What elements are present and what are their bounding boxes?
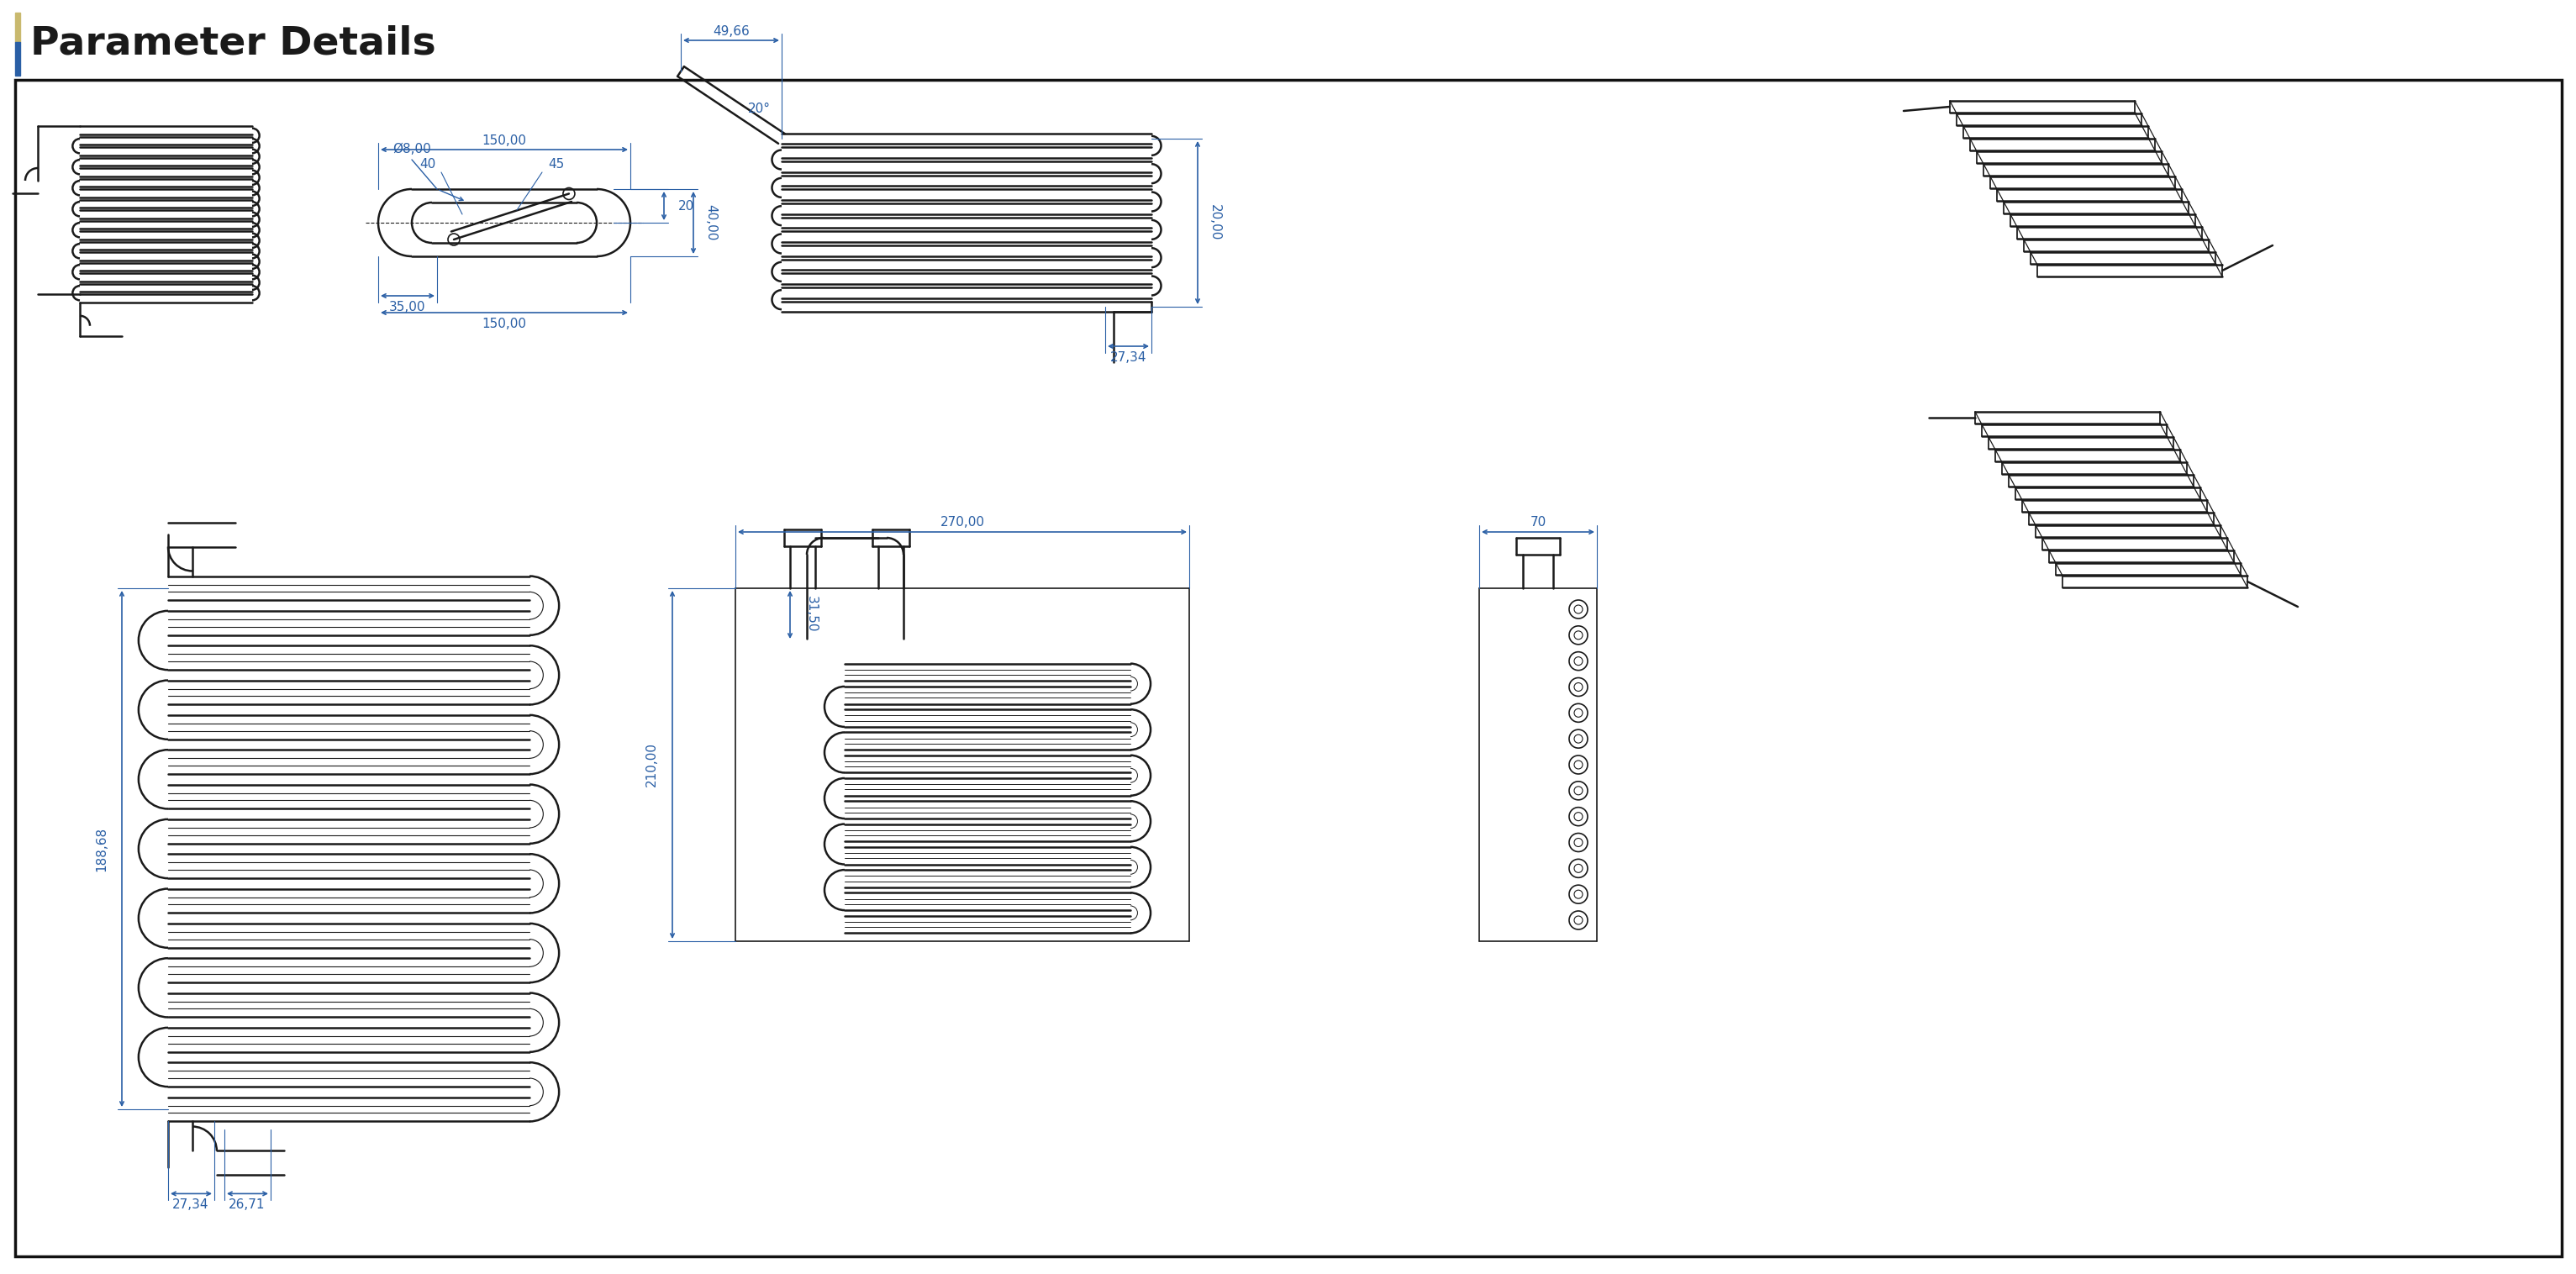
Text: 20: 20 [677,200,696,213]
Text: 27,34: 27,34 [1110,350,1146,363]
Text: 40: 40 [420,158,435,171]
Bar [15,13,21,42]
Bar [15,42,21,75]
Text: 20°: 20° [747,103,770,116]
Text: 188,68: 188,68 [95,827,108,871]
Text: 49,66: 49,66 [714,24,750,37]
Text: 27,34: 27,34 [173,1199,209,1210]
Text: 35,00: 35,00 [389,301,425,313]
Text: 31,50: 31,50 [806,596,817,633]
Text: 45: 45 [549,158,564,171]
Text: 270,00: 270,00 [940,516,984,529]
Text: 70: 70 [1530,516,1546,529]
Text: 210,00: 210,00 [647,743,657,787]
Text: 26,71: 26,71 [229,1199,265,1210]
Text: 40,00: 40,00 [703,204,716,241]
Text: 150,00: 150,00 [482,317,526,330]
Text: Ø8,00: Ø8,00 [392,143,430,155]
Text: 150,00: 150,00 [482,135,526,148]
Text: 20,00: 20,00 [1208,204,1221,241]
Text: Parameter Details: Parameter Details [31,24,435,62]
